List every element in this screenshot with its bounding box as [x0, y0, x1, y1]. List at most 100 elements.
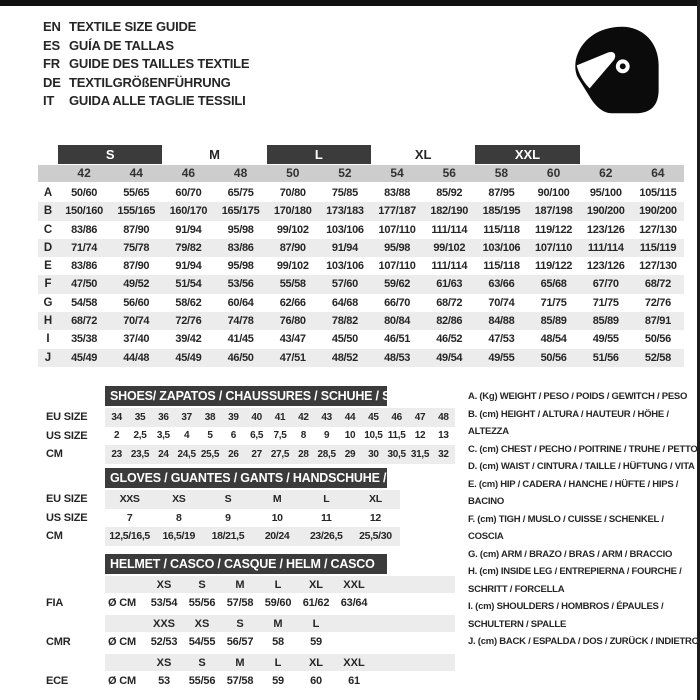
shoe-size-cell: 25,5	[200, 448, 220, 460]
gloves-rows: EU SIZE XXS XS S M L XL US SIZE 7 8 9 10	[38, 490, 478, 546]
size-value-cell: 123/126	[586, 223, 625, 236]
shoes-row: EU SIZE 34 35 36 37 38 39 40 41 42 43 44…	[38, 408, 478, 427]
shoe-size-cell: 6	[230, 430, 237, 442]
size-value-cell: 91/94	[175, 223, 202, 236]
size-value-cell: 103/106	[326, 223, 364, 236]
shoe-size-cell: 29	[344, 448, 356, 460]
language-title: GUIDA ALLE TAGLIE TESSILI	[69, 93, 246, 108]
gloves-row: CM 12,5/16,5 16,5/19 18/21,5 20/24 23/26…	[38, 527, 478, 546]
glove-size-cell: 12,5/16,5	[109, 530, 150, 543]
gloves-values: XXS XS S M L XL	[105, 490, 400, 509]
numeric-size-cell: 50	[286, 166, 300, 180]
size-value-cell: 46/50	[227, 351, 254, 364]
size-value-cell: 75/78	[123, 241, 150, 254]
size-value-cell: 190/200	[586, 205, 625, 218]
legend-entry: C. (cm) CHEST / PECHO / POITRINE / TRUHE…	[468, 443, 698, 455]
textile-size-table: S M L XL XXL 42 44 46 48 50 52 54 56 58 60 62 64 A …	[38, 145, 684, 367]
shoe-size-cell: 40	[251, 411, 262, 423]
helmet-standard-block: XS S M L XL XXL FIA Ø CM 53/54 55/56 57/…	[38, 576, 478, 613]
size-value-cell: 150/160	[65, 205, 103, 218]
glove-size-cell: XS	[172, 493, 186, 506]
size-value-cell: 54/58	[71, 296, 98, 309]
size-value-cell: 99/102	[433, 241, 466, 254]
glove-size-cell: 18/21,5	[211, 530, 245, 543]
empty-cell	[38, 145, 58, 164]
row-letter: B	[43, 205, 53, 218]
size-value-cell: 111/114	[587, 241, 624, 254]
row-label: EU SIZE	[46, 411, 88, 424]
shoe-size-cell: 32	[438, 448, 449, 460]
size-value-cell: 53/56	[227, 278, 254, 291]
size-value-cell: 45/50	[331, 333, 358, 346]
size-value-cell: 71/74	[71, 241, 98, 254]
size-value-cell: 59/62	[384, 278, 411, 291]
helmet-size-cell: XS	[156, 656, 172, 669]
size-value-cell: 115/118	[483, 260, 520, 273]
shoe-size-cell: 9	[324, 430, 330, 442]
glove-size-cell: XL	[369, 493, 382, 506]
table-row: H 68/72 70/74 72/76 74/78 76/80 78/82 80…	[38, 312, 684, 331]
right-border-bar	[697, 0, 700, 700]
size-value-cell: 123/126	[586, 260, 625, 273]
size-value-cell: 80/84	[384, 315, 411, 328]
size-value-cell: 41/45	[227, 333, 254, 346]
helmet-size-row: XS S M L XL XXL	[105, 576, 455, 593]
helmet-value-cell: 59	[310, 636, 322, 648]
row-label: EU SIZE	[46, 493, 88, 506]
shoe-size-cell: 27,5	[270, 448, 290, 460]
size-value-cell: 91/94	[331, 241, 358, 254]
helmet-standard-block: XXS XS S M L CMR Ø CM 52/53 54/55 56/57 …	[38, 615, 478, 652]
numeric-size-cell: 48	[233, 166, 248, 180]
shoe-size-cell: 12	[414, 430, 426, 442]
row-letter: C	[43, 223, 53, 236]
helmet-size-cell: S	[236, 617, 244, 630]
table-row: C 83/86 87/90 91/94 95/98 99/102 103/106…	[38, 221, 684, 239]
legend-entry: I. (cm) SHOULDERS / HOMBROS / ÉPAULES / …	[468, 601, 664, 630]
gloves-section: GLOVES / GUANTES / GANTS / HANDSCHUHE / …	[38, 468, 478, 546]
shoe-size-cell: 31,5	[410, 448, 430, 460]
shoe-size-cell: 42	[298, 411, 309, 423]
shoe-size-cell: 47	[414, 411, 426, 423]
size-value-cell: 107/110	[535, 241, 573, 254]
row-label: CM	[46, 530, 63, 543]
shoe-size-cell: 37	[181, 411, 192, 423]
shoe-size-cell: 38	[204, 411, 216, 423]
size-value-cell: 60/70	[175, 187, 202, 199]
size-value-cell: 50/60	[71, 187, 98, 199]
shoe-size-cell: 2	[114, 430, 120, 442]
legend-entry: A. (Kg) WEIGHT / PESO / POIDS / GEWITCH …	[468, 391, 688, 402]
legend-entry: E. (cm) HIP / CADERA / HANCHE / HÜFTE / …	[468, 478, 679, 508]
helmet-value-cell: 53/54	[150, 597, 178, 609]
shoes-values: 34 35 36 37 38 39 40 41 42 43 44 45 46 4…	[105, 408, 455, 427]
size-value-cell: 87/90	[279, 241, 306, 254]
size-value-cell: 37/40	[123, 333, 150, 346]
size-value-cell: 91/94	[175, 260, 202, 273]
empty-cell	[580, 145, 632, 164]
size-value-cell: 74/78	[227, 315, 254, 328]
helmet-size-cell: M	[235, 578, 245, 591]
shoe-size-cell: 8	[300, 430, 307, 442]
helmet-blocks: XS S M L XL XXL FIA Ø CM 53/54 55/56 57/…	[38, 576, 478, 691]
language-row: FR GUIDE DES TAILLES TEXTILE	[43, 55, 250, 74]
size-group-l: L	[266, 145, 371, 164]
row-letter: E	[44, 260, 52, 273]
shoe-size-cell: 48	[438, 411, 449, 423]
row-letter: G	[43, 296, 53, 309]
size-value-cell: 165/175	[221, 205, 260, 218]
row-label: US SIZE	[46, 511, 88, 524]
gloves-values: 12,5/16,5 16,5/19 18/21,5 20/24 23/26,5 …	[105, 527, 400, 546]
size-value-cell: 127/130	[639, 260, 677, 273]
helmet-size-cell: L	[274, 578, 282, 591]
shoe-size-cell: 5	[207, 430, 213, 442]
shoes-header-bar: SHOES/ ZAPATOS / CHAUSSURES / SCHUHE / S…	[105, 386, 433, 406]
helmet-section: HELMET / CASCO / CASQUE / HELM / CASCO X…	[38, 554, 478, 691]
language-title: GUÍA DE TALLAS	[69, 37, 174, 53]
row-label: US SIZE	[46, 429, 88, 442]
helmet-size-cell: S	[198, 656, 206, 669]
size-value-cell: 67/70	[592, 278, 619, 291]
shoes-row: CM 23 23,5 24 24,5 25,5 26 27 27,5 28 28…	[38, 445, 478, 464]
row-letter: I	[46, 333, 50, 346]
numeric-size-cell: 54	[390, 166, 404, 180]
size-value-cell: 62/66	[279, 296, 306, 309]
size-value-cell: 48/53	[384, 351, 411, 364]
